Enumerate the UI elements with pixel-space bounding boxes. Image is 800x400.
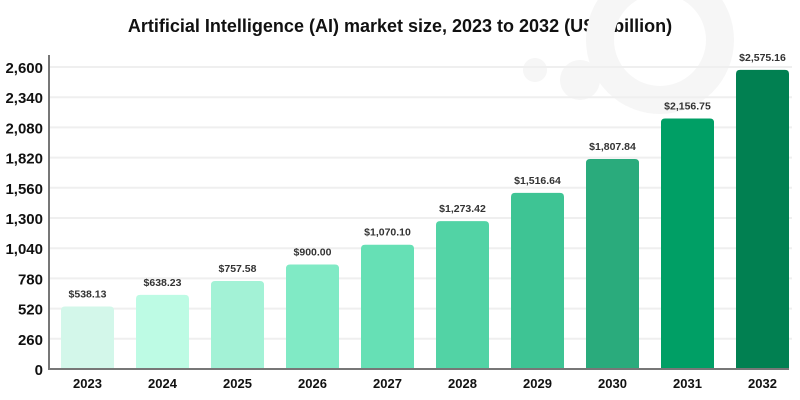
data-label: $538.13 [69,288,107,300]
bar-2031 [661,118,714,369]
data-label: $2,575.16 [739,52,786,64]
y-tick-label: 260 [18,332,43,349]
x-tick-label: 2026 [298,376,327,391]
bar-2026 [286,264,339,369]
data-label: $1,516.64 [514,175,561,187]
y-tick-label: 1,560 [5,181,43,198]
y-tick-label: 2,080 [5,120,43,137]
data-label: $900.00 [294,246,332,258]
x-tick-label: 2023 [73,376,102,391]
y-tick-label: 780 [18,271,43,288]
x-tick-label: 2025 [223,376,252,391]
chart-title: Artificial Intelligence (AI) market size… [127,16,673,36]
y-tick-label: 1,820 [5,151,43,168]
bar-2024 [136,294,189,369]
x-tick-label: 2028 [448,376,477,391]
x-tick-label: 2024 [148,376,178,391]
y-tick-label: 2,600 [5,60,43,77]
watermark-ring [586,0,734,114]
watermark-dot [560,60,600,100]
data-label: $2,156.75 [664,100,711,112]
bar-2029 [511,192,564,369]
data-label: $1,807.84 [589,141,636,153]
y-tick-label: 1,300 [5,211,43,228]
bar-2028 [436,221,489,369]
x-tick-label: 2030 [598,376,627,391]
bar-2027 [361,244,414,369]
data-label: $1,070.10 [364,227,411,239]
y-tick-label: 0 [35,362,43,379]
data-label: $757.58 [219,263,257,275]
bar-2030 [586,159,639,369]
bar-2023 [61,306,114,369]
bar-2032 [736,69,789,370]
watermark-dot [523,58,547,82]
x-tick-label: 2029 [523,376,552,391]
y-tick-label: 520 [18,302,43,319]
x-tick-label: 2027 [373,376,402,391]
data-label: $638.23 [144,277,182,289]
data-label: $1,273.42 [439,203,486,215]
x-tick-label: 2031 [673,376,702,391]
bar-2025 [211,281,264,369]
y-tick-label: 1,040 [5,241,43,258]
x-tick-label: 2032 [748,376,777,391]
y-tick-label: 2,340 [5,90,43,107]
